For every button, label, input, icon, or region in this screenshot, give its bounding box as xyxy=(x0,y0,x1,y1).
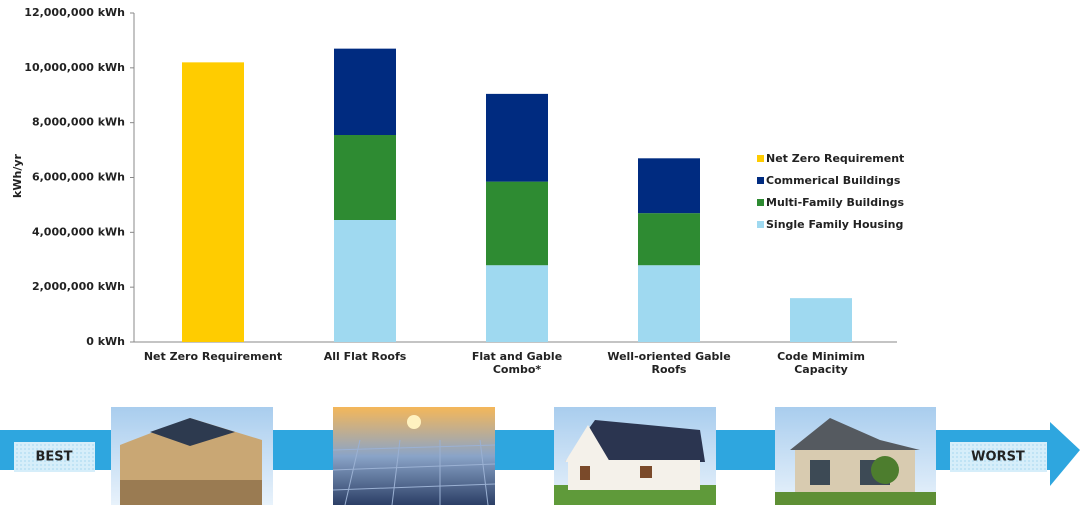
best-box xyxy=(14,442,95,472)
y-tick-label: 2,000,000 kWh xyxy=(32,280,125,293)
bar-segment xyxy=(334,48,396,136)
legend-swatch xyxy=(757,221,764,228)
legend-label: Multi-Family Buildings xyxy=(766,196,905,209)
y-tick-label: 0 kWh xyxy=(86,335,125,348)
y-axis-label: kWh/yr xyxy=(11,153,24,197)
best-label: BEST xyxy=(35,450,72,465)
y-tick-label: 4,000,000 kWh xyxy=(32,225,125,238)
x-tick-label: Well-oriented Gable Roofs xyxy=(607,350,731,376)
legend-swatch xyxy=(757,155,764,162)
bar-segment xyxy=(486,265,548,342)
x-tick-label: All Flat Roofs xyxy=(323,350,407,363)
legend-swatch xyxy=(757,177,764,184)
legend-label: Net Zero Requirement xyxy=(766,152,904,165)
bar-segment xyxy=(790,298,852,342)
y-tick-label: 12,000,000 kWh xyxy=(24,6,125,19)
bar-segment xyxy=(486,181,548,266)
y-tick-label: 10,000,000 kWh xyxy=(24,61,125,74)
x-tick-label: Flat and Gable Combo* xyxy=(471,350,563,376)
y-tick-label: 8,000,000 kWh xyxy=(32,116,125,129)
photo-flat-roof xyxy=(332,407,496,505)
bar-segment xyxy=(182,62,244,342)
photo-code-house xyxy=(775,407,936,505)
photo-gable-house xyxy=(554,407,716,505)
bar-segment xyxy=(486,93,548,182)
photo-solar-house xyxy=(111,407,273,505)
worst-box xyxy=(950,442,1047,472)
bar-segment xyxy=(334,135,396,220)
legend-label: Single Family Housing xyxy=(766,218,903,231)
x-tick-label: Net Zero Requirement xyxy=(143,350,283,363)
bar-segment xyxy=(638,158,700,214)
y-tick-label: 6,000,000 kWh xyxy=(32,171,125,184)
worst-label: WORST xyxy=(971,450,1025,465)
legend-label: Commerical Buildings xyxy=(766,174,901,187)
legend-swatch xyxy=(757,199,764,206)
bar-segment xyxy=(334,219,396,342)
bar-segment xyxy=(638,213,700,266)
x-tick-label: Code Minimim Capacity xyxy=(777,350,865,376)
bar-segment xyxy=(638,265,700,342)
